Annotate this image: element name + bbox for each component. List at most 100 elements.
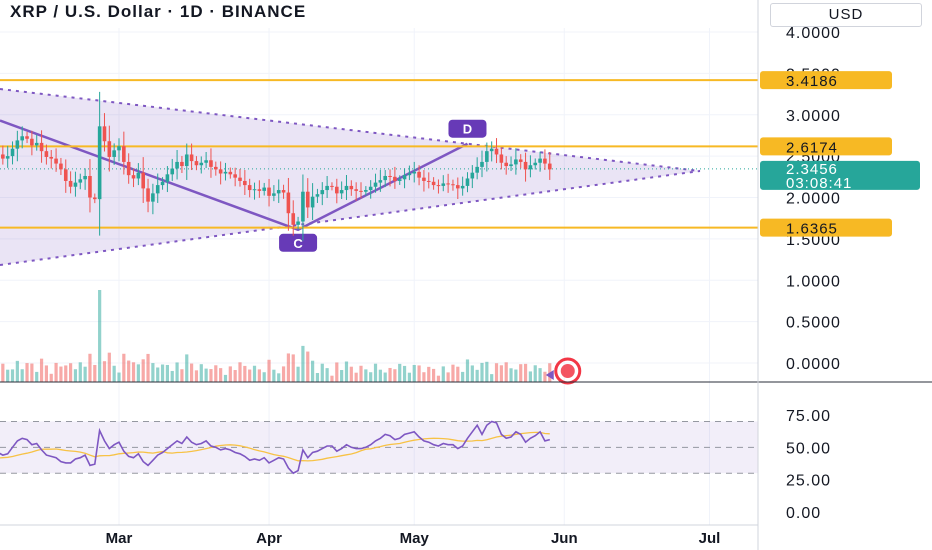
- volume-bar: [214, 365, 218, 382]
- volume-bar: [373, 363, 378, 382]
- candle: [68, 180, 73, 187]
- rsi-tick-label: 75.00: [786, 408, 831, 425]
- time-tick-label: Mar: [106, 530, 133, 547]
- volume-bar: [88, 353, 92, 382]
- volume-bar: [238, 362, 242, 382]
- volume-bar: [112, 365, 116, 382]
- candle: [25, 136, 29, 139]
- candle: [59, 163, 63, 170]
- volume-bar: [359, 365, 363, 382]
- candle: [136, 172, 141, 179]
- volume-bar: [461, 371, 465, 382]
- volume-bar: [436, 375, 441, 382]
- volume-bar: [490, 374, 494, 382]
- volume-bar: [335, 362, 339, 382]
- event-arrow-icon: [545, 370, 554, 380]
- volume-bar: [470, 365, 474, 382]
- volume-bar: [83, 366, 87, 382]
- candle: [494, 148, 499, 155]
- volume-bar: [160, 364, 165, 382]
- candle: [528, 165, 533, 170]
- volume-bar: [175, 362, 179, 382]
- volume-bar: [190, 363, 194, 382]
- candle: [397, 179, 402, 181]
- level-badge: [760, 137, 892, 156]
- volume-bar: [185, 354, 189, 382]
- candle: [460, 185, 465, 189]
- event-marker-dot: [560, 364, 575, 378]
- candle: [165, 174, 170, 182]
- candle: [102, 126, 107, 142]
- volume-bar: [291, 354, 295, 382]
- volume-bar: [451, 364, 455, 382]
- volume-bar: [344, 361, 349, 382]
- candle: [238, 177, 242, 181]
- volume-bar: [78, 362, 82, 382]
- candle: [485, 151, 489, 162]
- candle: [296, 221, 300, 225]
- candle: [368, 186, 373, 191]
- candle: [518, 159, 523, 162]
- time-tick-label: Jun: [551, 530, 578, 547]
- candle: [126, 161, 131, 176]
- rsi-tick-label: 0.00: [786, 505, 821, 522]
- volume-bar: [388, 367, 392, 382]
- volume-bar: [15, 360, 19, 382]
- volume-bar: [499, 365, 503, 382]
- volume-bar: [456, 366, 460, 382]
- volume-bar: [107, 352, 111, 382]
- volume-bar: [146, 353, 150, 382]
- candle: [388, 175, 392, 177]
- volume-bar: [257, 369, 261, 382]
- volume-bar: [180, 369, 184, 382]
- volume-bar: [480, 362, 484, 382]
- candle: [170, 168, 175, 175]
- level-badge: [760, 71, 892, 90]
- volume-bar: [383, 372, 387, 382]
- candles: [1, 91, 552, 241]
- candle: [63, 169, 68, 181]
- volume-bar: [194, 370, 199, 382]
- price-tick-label: 0.0000: [786, 356, 841, 373]
- horizontal-levels[interactable]: [0, 79, 758, 229]
- volume-bar: [432, 368, 436, 382]
- volume-bar: [117, 372, 121, 382]
- candle: [141, 172, 145, 189]
- volume-bar: [165, 364, 169, 382]
- volume-bar: [209, 369, 213, 382]
- candle: [339, 190, 344, 194]
- candle: [504, 162, 508, 167]
- volume-bar: [441, 366, 445, 382]
- candle: [417, 171, 421, 178]
- candle: [194, 161, 199, 166]
- candle: [315, 194, 320, 197]
- volume-bar: [485, 361, 489, 382]
- volume-bar: [1, 363, 5, 382]
- candle: [291, 213, 296, 225]
- volume-bar: [354, 372, 358, 382]
- candle: [209, 160, 213, 167]
- volume-bar: [349, 366, 353, 382]
- candle: [272, 193, 276, 196]
- candle: [281, 190, 286, 193]
- volume-bar: [465, 359, 470, 382]
- candle: [39, 142, 44, 152]
- volume-bar: [523, 363, 528, 382]
- candle: [330, 185, 334, 187]
- volume-bar: [296, 366, 300, 382]
- volume-bar: [20, 369, 24, 382]
- candle: [151, 193, 155, 202]
- volume-bar: [6, 369, 10, 382]
- volume-bar: [543, 371, 547, 382]
- currency-button[interactable]: USD: [770, 3, 922, 27]
- volume-bar: [122, 353, 126, 382]
- time-tick-label: Apr: [256, 530, 282, 547]
- price-tick-label: 1.0000: [786, 273, 841, 290]
- volume-bar: [340, 370, 344, 382]
- candle: [480, 161, 484, 167]
- candle: [262, 187, 266, 191]
- rsi-ma-line: [0, 431, 550, 462]
- volume-bar: [538, 368, 542, 382]
- candle: [117, 146, 121, 151]
